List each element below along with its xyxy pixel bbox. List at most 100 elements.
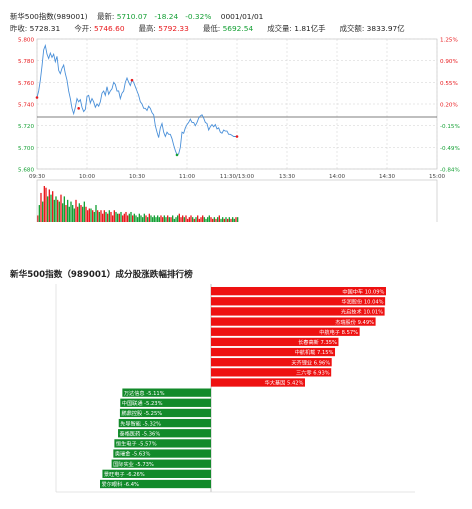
volume-bar — [120, 211, 122, 222]
ranking-bar-label: 恒生电子 -5.57% — [116, 440, 157, 448]
volume-bar — [217, 217, 219, 222]
prev-close-label: 昨收: — [10, 24, 28, 33]
volume-bar — [68, 206, 70, 222]
change-value: -18.24 — [154, 12, 179, 21]
volume-bar — [208, 215, 210, 222]
volume-bar — [87, 210, 89, 222]
volume-bar — [190, 215, 192, 222]
volume-bar — [42, 201, 44, 222]
volume-bar — [162, 217, 164, 222]
quote-line-1: 新华500指数(989001) 最新: 5710.07 -18.24 -0.32… — [10, 12, 263, 22]
volume-bar — [75, 199, 77, 222]
volume-bar — [228, 217, 230, 222]
volume-bar — [188, 217, 190, 222]
time-tick-label: 13:30 — [279, 174, 296, 180]
ranking-bar — [211, 347, 336, 357]
time-tick-label: 15:00 — [429, 174, 446, 180]
price-tick-label: 5.780 — [18, 59, 34, 65]
ranking-bar — [100, 479, 211, 489]
volume-bar — [50, 194, 52, 222]
price-marker — [77, 107, 80, 110]
ranking-bar-label: 中国中车 10.09% — [342, 287, 384, 295]
volume-value: 1.81亿手 — [294, 24, 326, 33]
ranking-bar — [211, 287, 386, 296]
percent-tick-label: -0.84% — [440, 168, 460, 174]
volume-bar — [48, 189, 50, 222]
volume-bar — [232, 217, 234, 222]
price-tick-label: 5.700 — [18, 146, 34, 152]
ranking-bar — [122, 388, 211, 397]
volume-bar — [132, 215, 134, 222]
volume-bar — [45, 187, 47, 222]
volume-bar — [133, 213, 135, 222]
volume-bar — [203, 217, 205, 222]
price-tick-label: 5.680 — [18, 168, 34, 174]
volume-bar — [103, 210, 105, 222]
volume-bar — [55, 196, 57, 222]
volume-bar — [195, 217, 197, 222]
volume-bar — [160, 215, 162, 222]
volume-bar — [193, 218, 195, 222]
index-name: 新华500指数(989001) — [10, 12, 88, 21]
volume-bar — [107, 213, 109, 222]
volume-bar — [88, 208, 90, 222]
volume-bar — [183, 217, 185, 222]
volume-bar — [40, 192, 42, 222]
ranking-bar-label: 中国联通 -5.23% — [122, 399, 163, 407]
volume-bar — [177, 215, 179, 222]
volume-frame — [36, 179, 438, 222]
volume-bar — [163, 215, 165, 222]
volume-bar — [102, 213, 104, 222]
latest-label: 最新: — [97, 12, 115, 21]
volume-bar — [90, 208, 92, 222]
time-axis-labels: 09:30 10:00 10:30 11:00 11:30/13:00 13:30 14:0… — [29, 174, 446, 180]
volume-bar — [70, 201, 72, 222]
volume-bar — [230, 218, 232, 222]
volume-label: 成交量: — [267, 24, 292, 33]
time-tick-label: 11:30/13:00 — [220, 174, 255, 180]
volume-bar — [77, 206, 79, 222]
low-value: 5692.54 — [222, 24, 254, 33]
volume-bar — [140, 215, 142, 222]
ranking-bar-label: 鹏鼎控股 -5.25% — [121, 409, 162, 417]
volume-bar — [92, 210, 94, 222]
volume-bar — [137, 217, 139, 222]
ranking-bar — [102, 469, 211, 478]
ranking-bar — [114, 439, 211, 448]
intraday-price-chart: 5.800 5.780 5.760 5.740 5.720 5.700 5.680 1.25… — [18, 38, 460, 222]
percent-tick-label: -0.49% — [440, 146, 460, 152]
price-marker — [235, 135, 239, 138]
volume-bar — [148, 213, 150, 222]
volume-bar — [157, 215, 159, 222]
open-label: 今开: — [74, 24, 92, 33]
ranking-bar — [211, 358, 332, 367]
ranking-bar — [119, 408, 211, 418]
volume-bar — [123, 213, 125, 222]
ranking-bar-label: 爱尔眼科 -6.4% — [102, 480, 140, 488]
volume-bar — [80, 205, 82, 222]
ranking-bar-label: 泰格医药 -5.36% — [120, 429, 161, 437]
volume-bar — [95, 205, 97, 222]
volume-bar — [53, 199, 55, 222]
percent-tick-label: 0.90% — [440, 59, 458, 65]
volume-bar — [172, 215, 174, 222]
change-pct-value: -0.32% — [185, 12, 212, 21]
volume-bar — [127, 215, 129, 222]
ranking-bars — [100, 287, 386, 489]
volume-bar — [207, 217, 209, 222]
price-tick-label: 5.740 — [18, 103, 34, 109]
volume-bar — [93, 211, 95, 222]
volume-bar — [212, 218, 214, 222]
time-tick-label: 10:00 — [79, 174, 96, 180]
time-tick-label: 10:30 — [129, 174, 146, 180]
volume-bar — [145, 215, 147, 222]
volume-bar — [158, 217, 160, 222]
volume-bar — [85, 206, 87, 222]
open-value: 5746.60 — [93, 24, 125, 33]
volume-bar — [180, 217, 182, 222]
percent-tick-label: -0.15% — [440, 124, 460, 130]
ranking-bar — [211, 378, 305, 387]
volume-bar — [113, 210, 115, 222]
volume-bar — [112, 215, 114, 222]
volume-bar — [67, 199, 69, 222]
